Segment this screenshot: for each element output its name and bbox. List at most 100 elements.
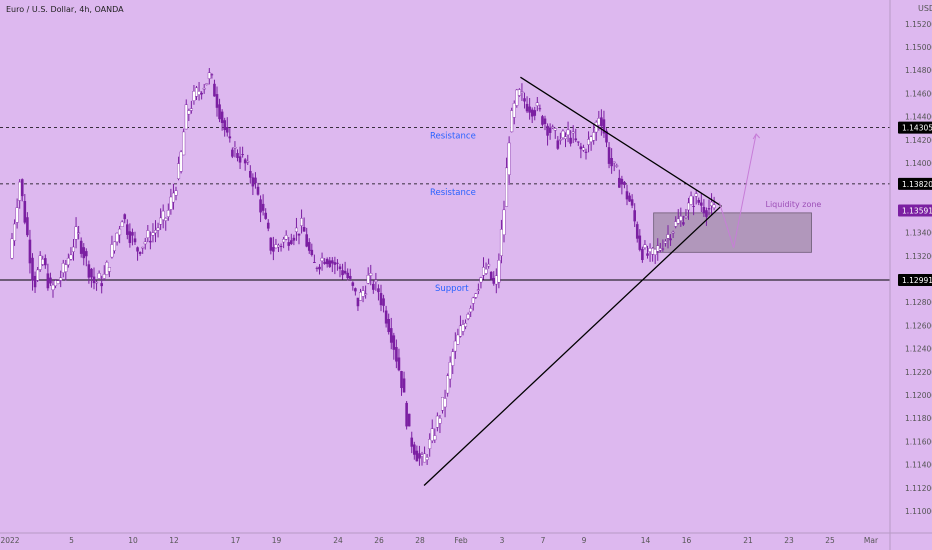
candle-up (571, 131, 575, 134)
candle-up (689, 195, 693, 205)
candle-down (292, 237, 296, 241)
candle-down (569, 137, 572, 144)
candle-up (61, 263, 65, 273)
candle-up (97, 273, 101, 279)
candle-up (510, 110, 514, 133)
candle-down (546, 125, 549, 136)
time-tick-label: 28 (415, 536, 425, 545)
candle-up (469, 308, 473, 313)
candle-down (272, 247, 275, 252)
candle-down (528, 106, 531, 113)
candle-up (320, 257, 324, 262)
candle-up (102, 274, 106, 279)
candle-down (223, 120, 226, 131)
time-tick-label: Feb (454, 536, 468, 545)
candle-down (705, 210, 708, 217)
candle-up (69, 254, 73, 260)
candle-down (33, 275, 37, 288)
candle-up (456, 334, 460, 345)
candle-up (189, 108, 193, 111)
candle-up (420, 454, 424, 457)
candle-down (343, 270, 347, 274)
candle-down (618, 177, 621, 188)
candle-down (264, 212, 267, 219)
candle-up (171, 192, 175, 203)
candle-down (400, 371, 403, 389)
candle-up (502, 209, 506, 236)
candle-down (123, 214, 127, 220)
candle-up (164, 217, 168, 221)
time-tick-label: 5 (69, 536, 74, 545)
candle-down (149, 240, 152, 243)
candle-down (279, 246, 283, 248)
candle-up (476, 289, 480, 291)
candle-up (95, 281, 99, 284)
candle-up (77, 232, 81, 234)
candle-up (438, 418, 442, 424)
candle-down (530, 109, 534, 117)
time-tick-label: 2022 (0, 536, 19, 545)
candle-up (487, 263, 491, 267)
candle-down (382, 298, 385, 306)
candle-down (126, 224, 129, 235)
candle-down (328, 260, 332, 267)
level-price-tag (898, 121, 932, 134)
projection-path (718, 133, 757, 248)
liquidity-zone-label: Liquidity zone (766, 200, 822, 209)
candle-up (143, 241, 147, 245)
candle-up (494, 275, 498, 285)
candle-down (92, 276, 96, 284)
lower-trendline (423, 205, 722, 486)
price-tick-label: 1.15000 (905, 43, 932, 52)
candle-up (159, 217, 163, 225)
candle-up (587, 139, 591, 145)
candle-up (428, 439, 432, 449)
candle-down (46, 273, 50, 289)
candle-down (341, 270, 344, 276)
candle-up (182, 131, 186, 156)
candle-down (213, 83, 216, 97)
candle-up (361, 290, 365, 297)
candle-up (194, 87, 198, 97)
candle-up (451, 351, 455, 366)
candle-down (128, 231, 132, 243)
candle-up (446, 375, 450, 394)
candle-up (246, 160, 250, 163)
candle-up (36, 269, 40, 281)
time-tick-label: Mar (864, 536, 879, 545)
candle-down (661, 248, 665, 250)
candle-down (579, 146, 583, 150)
candle-up (671, 231, 675, 234)
candle-down (548, 127, 552, 133)
candle-down (338, 266, 342, 270)
candle-down (241, 154, 244, 156)
candle-up (594, 122, 598, 133)
candle-up (658, 248, 662, 251)
candle-up (648, 248, 652, 252)
price-tick-label: 1.12200 (905, 368, 932, 377)
candle-up (512, 103, 516, 118)
candle-down (315, 267, 319, 269)
price-tick-label: 1.12000 (905, 391, 932, 400)
candle-up (374, 279, 378, 282)
candle-up (146, 230, 150, 238)
candle-up (430, 428, 434, 441)
candle-up (461, 324, 465, 332)
candle-down (577, 141, 580, 143)
candle-down (602, 119, 606, 134)
candle-down (133, 238, 137, 243)
candle-up (592, 132, 596, 141)
candle-down (630, 199, 634, 206)
candle-down (346, 272, 349, 279)
candle-down (290, 240, 293, 244)
candle-down (325, 258, 329, 265)
candle-down (266, 222, 270, 229)
candle-up (443, 398, 447, 408)
candle-down (90, 268, 93, 278)
candle-up (676, 218, 680, 224)
candle-down (620, 178, 624, 185)
candle-up (184, 104, 188, 130)
candle-up (38, 255, 42, 270)
candle-up (74, 226, 78, 240)
support-label: Support (435, 284, 469, 294)
